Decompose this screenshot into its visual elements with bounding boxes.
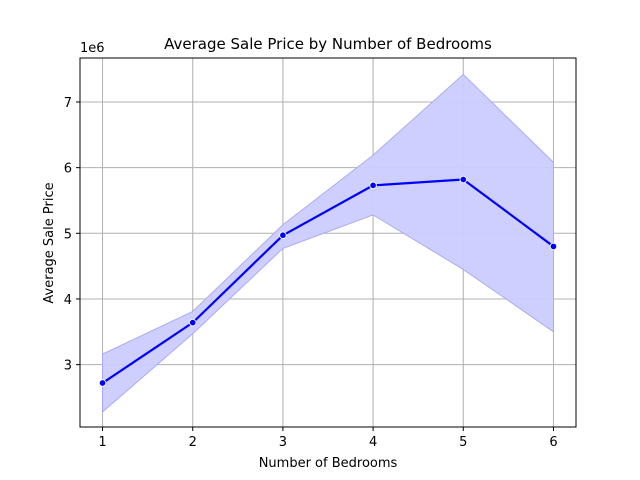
data-point <box>279 231 287 240</box>
x-axis-label: Number of Bedrooms <box>259 456 398 471</box>
y-tick-label: 6 <box>64 162 72 177</box>
data-point <box>459 175 468 184</box>
x-tick-label: 3 <box>279 435 287 450</box>
y-tick-label: 5 <box>64 227 72 242</box>
series-line <box>101 178 555 384</box>
data-point-layer <box>98 175 558 387</box>
confidence-band <box>102 73 554 413</box>
confidence-band-layer <box>102 73 554 413</box>
plot-area-frame <box>79 57 577 428</box>
x-tick-label: 2 <box>189 435 197 450</box>
y-tick-label: 3 <box>64 359 72 374</box>
x-tick-label: 4 <box>369 435 377 450</box>
x-tick-label: 6 <box>549 435 557 450</box>
data-point <box>98 379 107 387</box>
chart-title: Average Sale Price by Number of Bedrooms <box>164 35 492 53</box>
data-point <box>188 318 197 327</box>
y-axis-label: Average Sale Price <box>42 182 57 303</box>
series-line-layer <box>101 178 555 384</box>
x-axis-ticks: 1 2 3 4 5 6 <box>98 427 558 450</box>
y-tick-label: 7 <box>64 96 72 111</box>
y-axis-offset-label: 1e6 <box>80 41 105 56</box>
data-point <box>549 242 558 251</box>
x-tick-label: 1 <box>98 435 106 450</box>
y-axis-ticks: 3 4 5 6 7 <box>64 96 80 374</box>
x-tick-label: 5 <box>459 435 467 450</box>
data-point <box>369 181 377 190</box>
y-tick-label: 4 <box>64 293 72 308</box>
